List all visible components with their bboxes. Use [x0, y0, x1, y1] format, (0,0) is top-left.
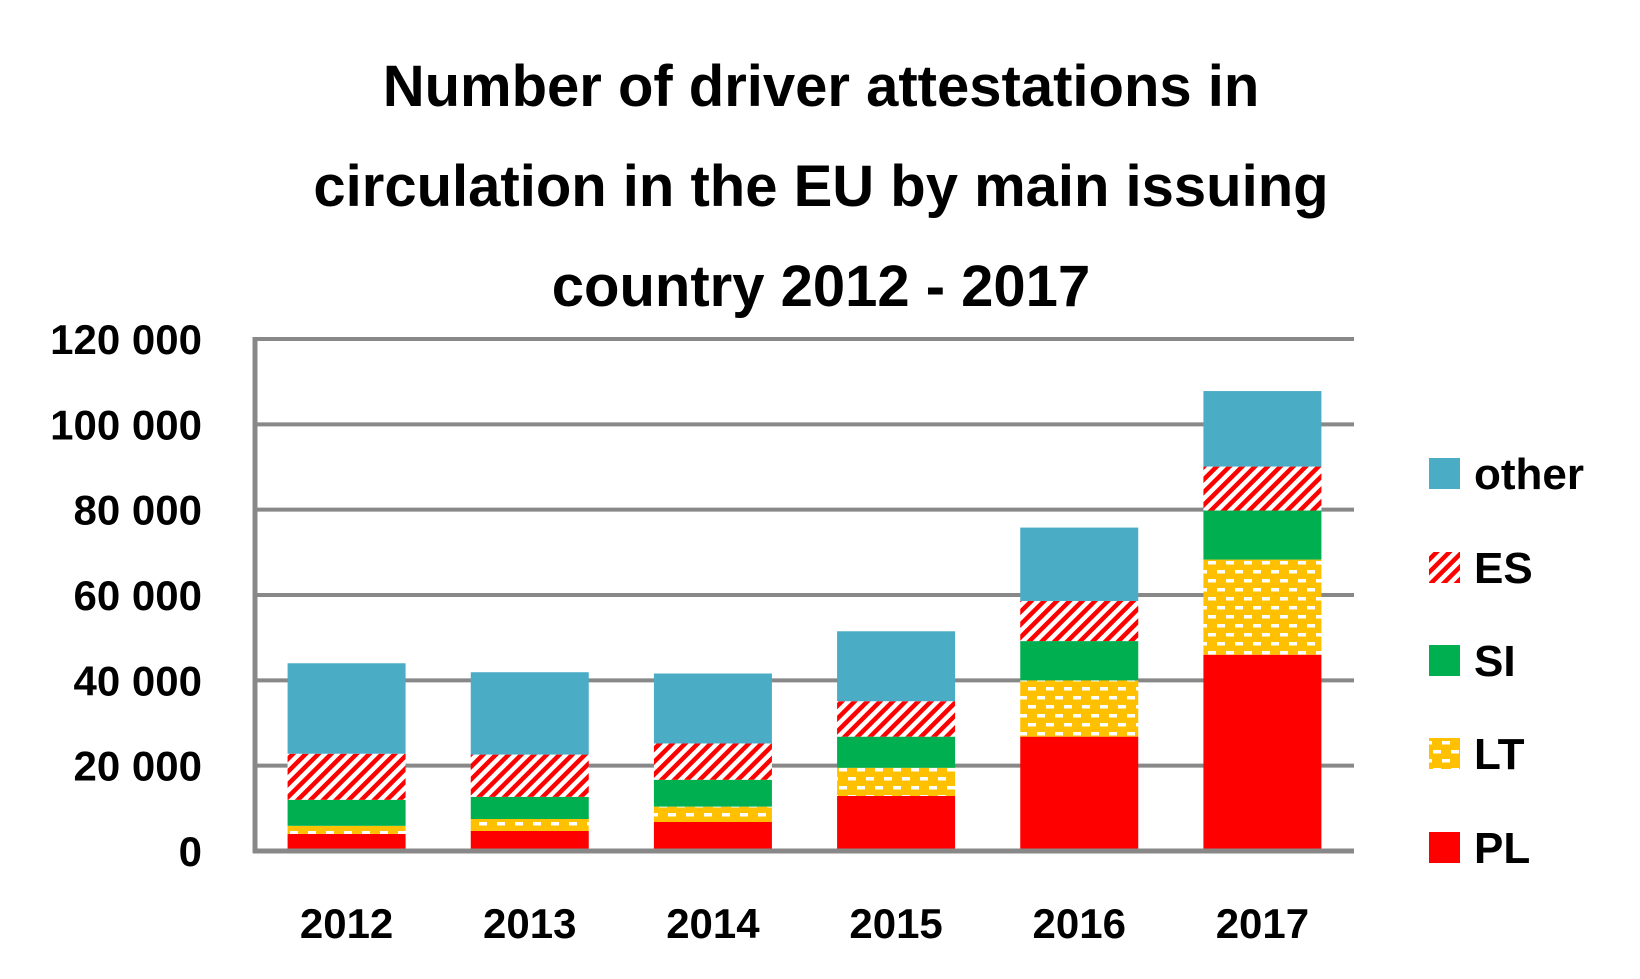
bar-segment-lt-2015	[837, 767, 956, 796]
bar-segment-other-2017	[1203, 391, 1322, 467]
x-axis-tick-labels: 2012 2013 2014 2015 2016 2017	[300, 900, 1309, 947]
y-tick-label: 100 000	[50, 401, 202, 448]
gridlines	[255, 337, 1354, 768]
y-tick-label: 120 000	[50, 316, 202, 363]
bar-stack-2017	[1203, 391, 1322, 851]
bar-segment-si-2012	[287, 799, 406, 826]
legend: other ES SI LT PL	[1429, 450, 1584, 873]
bar-segment-pl-2015	[837, 795, 956, 851]
x-tick-label: 2014	[666, 900, 760, 947]
bar-segment-lt-2012	[287, 825, 406, 834]
legend-item-pl: PL	[1429, 824, 1530, 873]
chart-title-line-2: circulation in the EU by main issuing	[313, 154, 1328, 219]
legend-swatch-si	[1429, 645, 1460, 676]
bar-stack-2013	[470, 672, 589, 851]
legend-label: PL	[1474, 824, 1530, 873]
bar-segment-es-2012	[287, 753, 406, 800]
bar-segment-pl-2017	[1203, 654, 1322, 851]
bar-segment-si-2015	[837, 736, 956, 768]
y-tick-label: 40 000	[74, 657, 202, 704]
chart-title-line-1: Number of driver attestations in	[383, 54, 1260, 119]
bars	[287, 391, 1322, 851]
bar-segment-pl-2014	[653, 821, 772, 851]
bar-segment-lt-2014	[653, 806, 772, 822]
y-tick-label: 80 000	[74, 487, 202, 534]
bar-segment-es-2015	[837, 701, 956, 737]
bar-stack-2015	[837, 631, 956, 851]
bar-segment-pl-2012	[287, 833, 406, 851]
x-tick-label: 2013	[483, 900, 576, 947]
bar-segment-es-2014	[653, 743, 772, 780]
bar-segment-other-2012	[287, 663, 406, 754]
bar-segment-other-2016	[1020, 527, 1139, 601]
legend-label: SI	[1474, 637, 1516, 686]
y-tick-label: 20 000	[74, 743, 202, 790]
legend-item-lt: LT	[1429, 730, 1525, 779]
y-tick-label: 0	[179, 828, 202, 875]
bar-stack-2014	[653, 673, 772, 851]
legend-item-es: ES	[1429, 544, 1533, 593]
bar-segment-lt-2013	[470, 819, 589, 831]
bar-segment-si-2017	[1203, 510, 1322, 560]
bar-segment-lt-2016	[1020, 680, 1139, 737]
bar-segment-other-2015	[837, 631, 956, 702]
bar-segment-other-2014	[653, 673, 772, 744]
bar-stack-2012	[287, 663, 406, 851]
legend-swatch-other	[1429, 458, 1460, 489]
legend-label: other	[1474, 450, 1584, 499]
bar-segment-pl-2013	[470, 830, 589, 851]
legend-item-si: SI	[1429, 637, 1516, 686]
y-tick-label: 60 000	[74, 572, 202, 619]
x-tick-label: 2012	[300, 900, 393, 947]
x-tick-label: 2015	[849, 900, 942, 947]
bar-segment-si-2014	[653, 779, 772, 807]
x-tick-label: 2017	[1216, 900, 1309, 947]
y-axis-tick-labels: 0 20 000 40 000 60 000 80 000 100 000 120 000	[50, 316, 202, 875]
x-tick-label: 2016	[1033, 900, 1126, 947]
bar-segment-pl-2016	[1020, 736, 1139, 851]
legend-item-other: other	[1429, 450, 1584, 499]
bar-segment-es-2017	[1203, 466, 1322, 511]
legend-swatch-pl	[1429, 832, 1460, 863]
legend-swatch-lt	[1429, 738, 1460, 769]
bar-stack-2016	[1020, 527, 1139, 851]
chart-title-line-3: country 2012 - 2017	[552, 254, 1090, 319]
bar-segment-es-2013	[470, 754, 589, 797]
legend-label: LT	[1474, 730, 1525, 779]
chart-title: Number of driver attestations in circula…	[313, 54, 1328, 319]
bar-segment-si-2013	[470, 796, 589, 819]
axes	[252, 337, 1354, 854]
bar-segment-si-2016	[1020, 641, 1139, 681]
bar-segment-es-2016	[1020, 600, 1139, 642]
bar-segment-lt-2017	[1203, 559, 1322, 655]
legend-label: ES	[1474, 544, 1533, 593]
bar-segment-other-2013	[470, 672, 589, 755]
legend-swatch-es	[1429, 552, 1460, 583]
